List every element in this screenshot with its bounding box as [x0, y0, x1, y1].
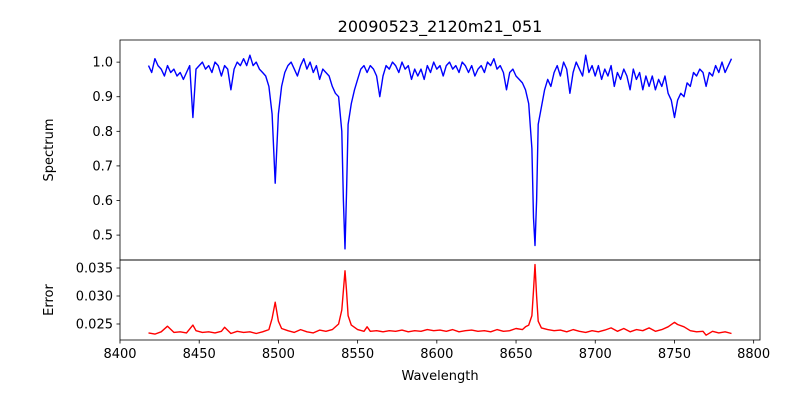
spectrum-axes: 0.5 0.6 0.7 0.8 0.9 1.0	[92, 39, 761, 261]
y-tick-label: 0.035	[76, 262, 113, 277]
error-line	[148, 263, 732, 336]
x-tick-label: 8500	[262, 347, 295, 362]
chart-title: 20090523_2120m21_051	[338, 17, 543, 37]
spectrum-ylabel: Spectrum	[42, 119, 57, 182]
y-tick-label: 1.0	[92, 56, 113, 71]
y-tick-label: 0.030	[76, 289, 113, 304]
y-tick-label: 0.5	[92, 229, 113, 244]
axes-frame	[119, 259, 761, 341]
y-tick-label: 0.9	[92, 90, 113, 105]
error-axes: 0.025 0.030 0.035 8400 8450 8500 8550 8600 8650 8…	[76, 259, 770, 362]
x-axis-label: Wavelength	[401, 369, 478, 384]
y-tick-label: 0.8	[92, 125, 113, 140]
x-tick-label: 8800	[737, 347, 770, 362]
y-tick-label: 0.7	[92, 159, 113, 174]
y-tick-label: 0.6	[92, 194, 113, 209]
y-tick-label: 0.025	[76, 317, 113, 332]
spectrum-line	[147, 54, 733, 250]
x-tick-label: 8700	[579, 347, 612, 362]
error-ylabel: Error	[42, 284, 57, 316]
x-tick-label: 8450	[183, 347, 216, 362]
x-tick-label: 8550	[341, 347, 374, 362]
x-tick-label: 8400	[103, 347, 136, 362]
x-tick-label: 8600	[420, 347, 453, 362]
x-tick-label: 8750	[658, 347, 691, 362]
x-tick-label: 8650	[499, 347, 532, 362]
